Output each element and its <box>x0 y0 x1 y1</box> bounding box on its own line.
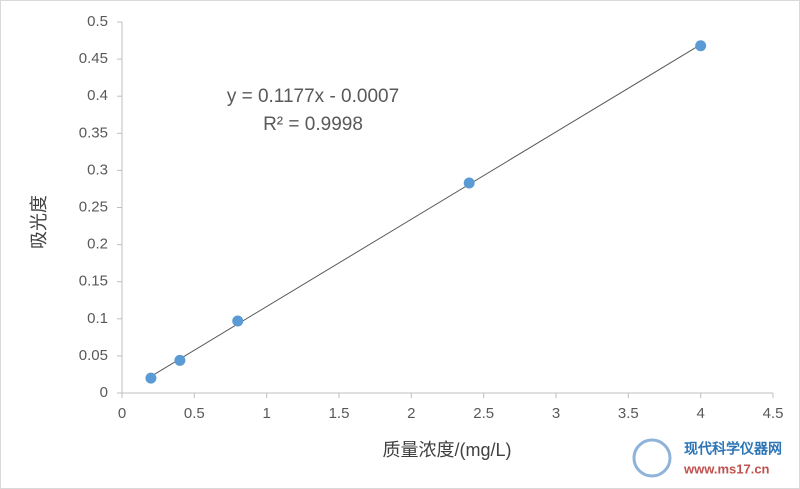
y-tick-label: 0.3 <box>87 161 108 178</box>
x-tick-label: 3.5 <box>618 405 639 422</box>
x-tick-label: 0 <box>118 405 126 422</box>
y-tick-label: 0.05 <box>79 347 108 364</box>
watermark: 现代科学仪器网 www.ms17.cn <box>632 438 782 478</box>
watermark-logo <box>632 438 672 478</box>
x-tick-label: 3 <box>552 405 560 422</box>
data-point <box>145 372 157 384</box>
trendline-r-squared: R² = 0.9998 <box>263 114 363 135</box>
y-tick-label: 0.5 <box>87 13 108 30</box>
y-tick-label: 0.1 <box>87 310 108 327</box>
x-tick-label: 1 <box>262 405 270 422</box>
data-point <box>174 354 186 366</box>
watermark-url: www.ms17.cn <box>683 461 770 476</box>
y-tick-label: 0.2 <box>87 236 108 253</box>
watermark-name: 现代科学仪器网 <box>684 441 782 457</box>
x-tick-label: 2.5 <box>473 405 494 422</box>
data-point <box>695 40 707 52</box>
y-tick-label: 0.4 <box>87 87 108 104</box>
x-tick-label: 4.5 <box>763 405 784 422</box>
x-tick-label: 4 <box>696 405 704 422</box>
y-tick-label: 0.35 <box>79 124 108 141</box>
data-point <box>463 177 475 189</box>
y-tick-label: 0.25 <box>79 198 108 215</box>
trendline-equation: y = 0.1177x - 0.0007 <box>227 86 399 107</box>
x-tick-label: 0.5 <box>184 405 205 422</box>
y-tick-label: 0 <box>100 384 108 401</box>
x-tick-label: 1.5 <box>329 405 350 422</box>
x-axis-label: 质量浓度/(mg/L) <box>382 440 511 460</box>
y-axis-label: 吸光度 <box>29 195 49 249</box>
x-tick-label: 2 <box>407 405 415 422</box>
y-tick-label: 0.15 <box>79 273 108 290</box>
data-point <box>232 315 244 327</box>
y-tick-label: 0.45 <box>79 50 108 67</box>
